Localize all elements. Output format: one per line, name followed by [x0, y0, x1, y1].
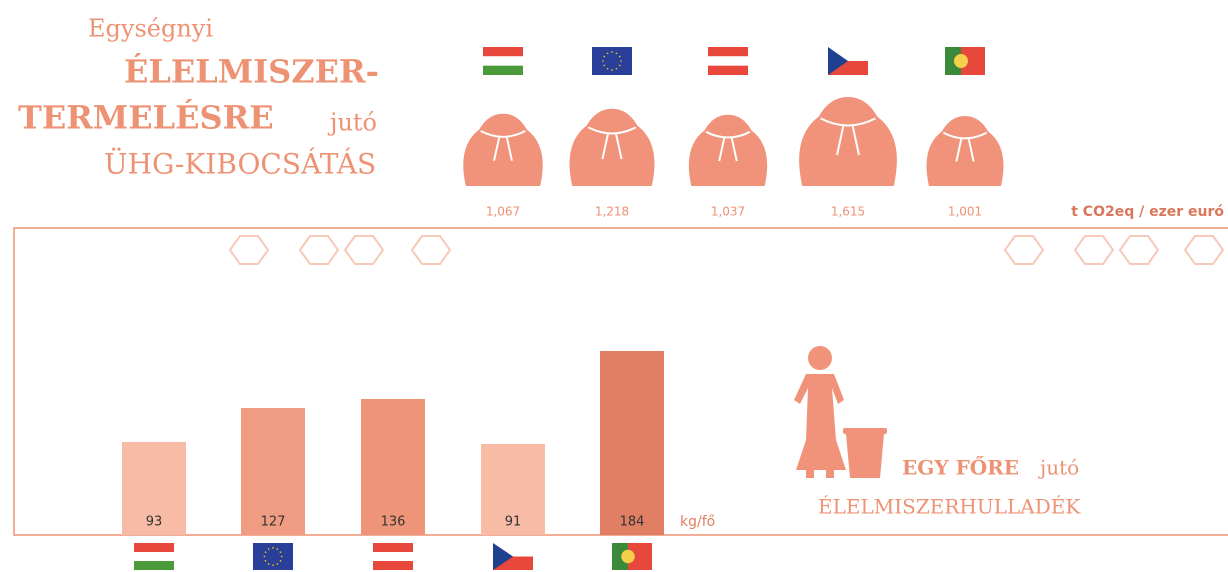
value-label: 1,001 [948, 205, 982, 219]
flag-star [606, 52, 609, 55]
flag [373, 543, 413, 570]
flag-part [708, 65, 748, 75]
flag [708, 47, 748, 75]
value-label: 93 [146, 515, 163, 530]
flag-star [264, 551, 267, 553]
title-line: ÜHG-KIBOCSÁTÁS [104, 147, 376, 181]
bar [600, 351, 664, 535]
flag-part [483, 56, 523, 66]
unit-label: kg/fő [680, 514, 715, 530]
flag-star [279, 551, 282, 553]
flag-part [493, 543, 513, 570]
flag [493, 543, 533, 570]
sack-tie [587, 126, 637, 160]
sack-tie [705, 130, 751, 162]
sack [688, 114, 768, 186]
flag-part [592, 47, 632, 75]
sack-tie [942, 131, 988, 162]
flag-star [618, 64, 621, 67]
bar [122, 442, 186, 535]
decoration [228, 235, 1225, 265]
flag-star [272, 564, 274, 566]
flag-part [954, 54, 968, 68]
flag-star [263, 555, 266, 558]
flag-star [603, 55, 606, 58]
sack-tie [480, 130, 526, 161]
flag-part [612, 543, 628, 570]
flag-part [373, 552, 413, 561]
flag-star [618, 55, 621, 58]
flag-star [279, 560, 282, 562]
flag [253, 543, 293, 570]
flag-part [134, 552, 174, 561]
bar [241, 408, 305, 535]
flag-part [483, 65, 523, 75]
flag [134, 543, 174, 570]
flag-star [267, 563, 270, 565]
title-line: jutó [327, 109, 377, 137]
flag-star [602, 60, 604, 62]
bar [481, 444, 545, 535]
value-label: 1,218 [595, 205, 629, 219]
value-label: 91 [505, 515, 522, 530]
flag-part [621, 549, 635, 564]
bar [361, 399, 425, 535]
flag-part [708, 47, 748, 57]
flag-part [828, 47, 848, 75]
title-line: jutó [1038, 456, 1079, 480]
value-label: 136 [381, 515, 406, 530]
flag-star [606, 67, 609, 70]
flag-star [267, 548, 270, 550]
flag [828, 47, 868, 75]
sack [569, 108, 655, 186]
flag-star [272, 547, 274, 549]
person-icon [794, 346, 887, 478]
value-label: 1,067 [486, 205, 520, 219]
sack [799, 97, 897, 186]
title-line: ÉLELMISZER- [124, 53, 379, 91]
flag-star [276, 563, 279, 565]
sack [926, 115, 1004, 186]
flag-part [945, 47, 961, 75]
flag-part [483, 47, 523, 57]
flag-part [373, 561, 413, 570]
flag [483, 47, 523, 75]
flag-star [611, 69, 613, 71]
value-label: 127 [261, 515, 286, 530]
flag-star [603, 64, 606, 67]
value-label: 184 [620, 515, 645, 530]
value-label: 1,037 [711, 205, 745, 219]
flag [945, 47, 985, 75]
flag-star [276, 548, 279, 550]
value-label: 1,615 [831, 205, 865, 219]
title-line: TERMELÉSRE [18, 99, 274, 137]
flag-star [620, 60, 622, 62]
flag-part [134, 561, 174, 570]
unit-label: t CO2eq / ezer euró [1071, 204, 1224, 220]
flag-part [373, 543, 413, 552]
flag [592, 47, 632, 75]
title-line: Egységnyi [88, 15, 213, 43]
flag-star [264, 560, 267, 562]
title-line: EGY FŐRE [902, 455, 1019, 480]
flag-star [615, 52, 618, 55]
flag [612, 543, 652, 570]
flag-part [253, 543, 293, 570]
sack-tie [820, 117, 876, 156]
flag-star [615, 67, 618, 70]
flag-star [611, 51, 613, 53]
flag-part [134, 543, 174, 552]
title-line: ÉLELMISZERHULLADÉK [818, 495, 1081, 519]
sack [463, 113, 543, 186]
flag-part [708, 56, 748, 66]
flag-star [280, 555, 283, 558]
